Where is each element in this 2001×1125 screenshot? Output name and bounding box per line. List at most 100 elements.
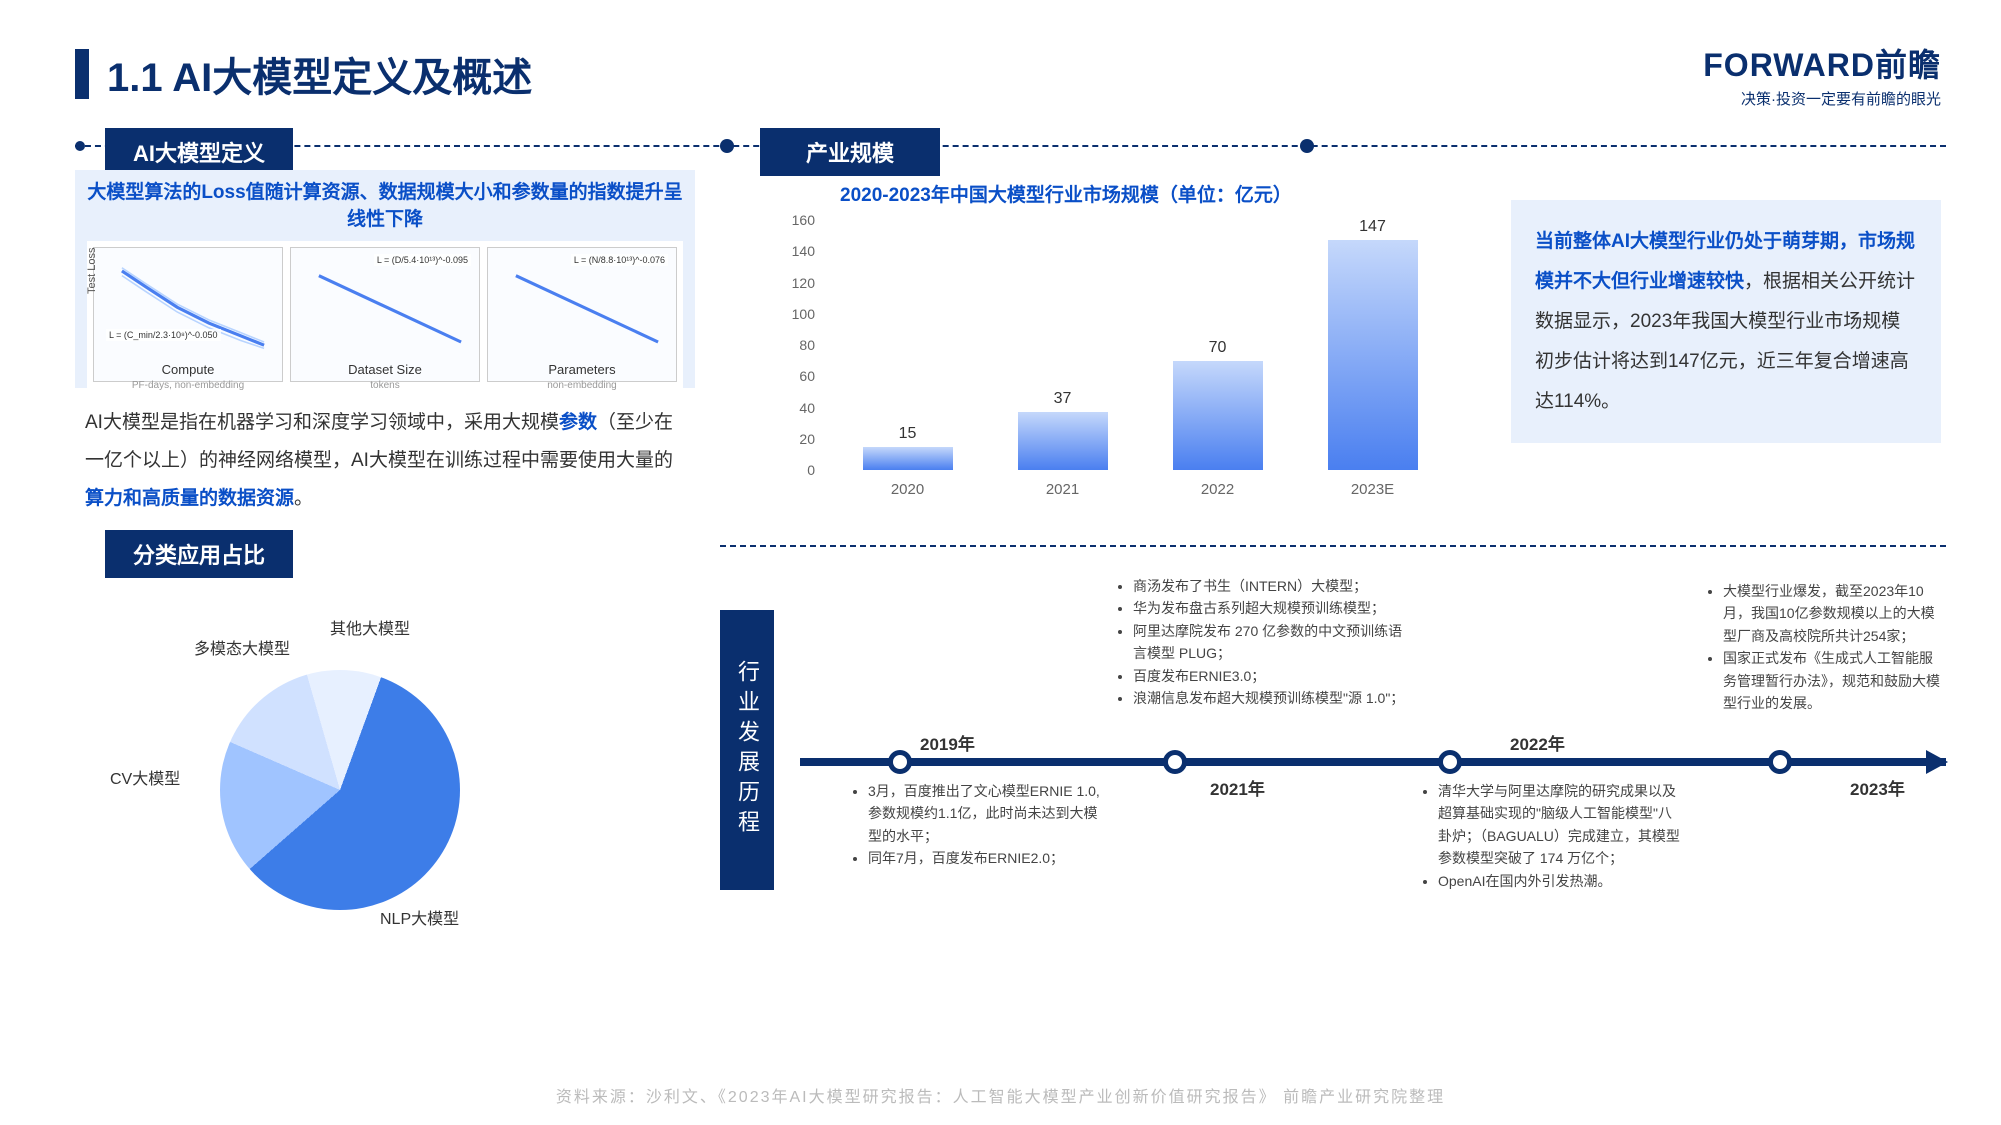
section-header-scale: 产业规模 <box>760 128 940 176</box>
section-header-category: 分类应用占比 <box>105 530 293 578</box>
loss-chart-compute: Test Loss L = (C_min/2.3·10⁸)^-0.050 Com… <box>93 247 283 382</box>
bar-value-label: 37 <box>1018 390 1108 408</box>
bar-rect <box>1328 240 1418 470</box>
bar-rect <box>863 447 953 470</box>
top-divider <box>75 145 1946 147</box>
bar-ytick: 100 <box>770 306 815 322</box>
timeline-year: 2021年 <box>1210 775 1265 800</box>
timeline-node <box>1768 750 1792 774</box>
timeline-year: 2019年 <box>920 730 975 755</box>
timeline-bullet: 阿里达摩院发布 270 亿参数的中文预训练语言模型 PLUG； <box>1133 620 1405 665</box>
bar-category-label: 2023E <box>1328 481 1418 498</box>
mid-divider <box>720 545 1946 547</box>
bar-ytick: 120 <box>770 275 815 291</box>
bar-rect <box>1173 361 1263 470</box>
bar-column: 372021 <box>1018 390 1108 470</box>
bar-rect <box>1018 412 1108 470</box>
definition-subtitle: 大模型算法的Loss值随计算资源、数据规模大小和参数量的指数提升呈线性下降 <box>87 180 683 233</box>
source-footer: 资料来源：沙利文、《2023年AI大模型研究报告：人工智能大模型产业创新价值研究… <box>0 1083 2001 1107</box>
loss-formula: L = (N/8.8·10¹³)^-0.076 <box>571 254 668 266</box>
timeline-text-2021: 商汤发布了书生（INTERN）大模型；华为发布盘古系列超大规模预训练模型；阿里达… <box>1115 575 1405 709</box>
loss-ylabel: Test Loss <box>86 248 98 294</box>
timeline-node <box>1438 750 1462 774</box>
loss-line-svg <box>508 263 666 358</box>
loss-xlabel: Dataset Size <box>291 362 479 377</box>
loss-xlabel: Parameters <box>488 362 676 377</box>
scale-summary-box: 当前整体AI大模型行业仍处于萌芽期，市场规模并不大但行业增速较快，根据相关公开统… <box>1511 200 1941 443</box>
loss-xsublabel: non-embedding <box>488 380 676 391</box>
timeline-bullet: 同年7月，百度发布ERNIE2.0； <box>868 847 1110 869</box>
timeline-node <box>888 750 912 774</box>
header-accent-bar <box>75 49 89 99</box>
logo-block: FORWARD前瞻 决策·投资一定要有前瞻的眼光 <box>1703 40 1941 109</box>
bar-category-label: 2021 <box>1018 481 1108 498</box>
bar-column: 702022 <box>1173 339 1263 470</box>
bar-ytick: 140 <box>770 243 815 259</box>
page-title: 1.1 AI大模型定义及概述 <box>107 45 532 103</box>
divider-dot <box>75 141 85 151</box>
timeline-bullet: 3月，百度推出了文心模型ERNIE 1.0,参数规模约1.1亿，此时尚未达到大模… <box>868 780 1110 847</box>
loss-xlabel: Compute <box>94 362 282 377</box>
bar-ytick: 20 <box>770 431 815 447</box>
timeline-bullet: 浪潮信息发布超大规模预训练模型"源 1.0"； <box>1133 687 1405 709</box>
divider-dot <box>720 139 734 153</box>
timeline-text-2019: 3月，百度推出了文心模型ERNIE 1.0,参数规模约1.1亿，此时尚未达到大模… <box>850 780 1110 870</box>
loss-xsublabel: tokens <box>291 380 479 391</box>
bar-ytick: 0 <box>770 462 815 478</box>
timeline-section: 行业发展历程 2019年 2021年 2022年 2023年 3月，百度推出了文… <box>720 580 1946 1000</box>
pie-label-nlp: NLP大模型 <box>380 910 480 931</box>
timeline-bullet: 清华大学与阿里达摩院的研究成果以及超算基础实现的"脑级人工智能模型"八卦炉；（B… <box>1438 780 1680 870</box>
bar-chart-title: 2020-2023年中国大模型行业市场规模（单位：亿元） <box>840 180 1292 207</box>
bar-column: 152020 <box>863 425 953 470</box>
loss-chart-parameters: L = (N/8.8·10¹³)^-0.076 Parameters non-e… <box>487 247 677 382</box>
bar-ytick: 160 <box>770 212 815 228</box>
timeline-bullet: 百度发布ERNIE3.0； <box>1133 665 1405 687</box>
divider-dot <box>1300 139 1314 153</box>
bar-ytick: 60 <box>770 368 815 384</box>
loss-line-svg <box>311 263 469 358</box>
timeline-bullet: 大模型行业爆发，截至2023年10月，我国10亿参数规模以上的大模型厂商及高校院… <box>1723 580 1945 647</box>
def-text-pre: AI大模型是指在机器学习和深度学习领域中，采用大规模 <box>85 412 559 433</box>
pie-label-other: 其他大模型 <box>330 620 410 641</box>
slide-header: 1.1 AI大模型定义及概述 <box>75 45 532 103</box>
definition-box: 大模型算法的Loss值随计算资源、数据规模大小和参数量的指数提升呈线性下降 Te… <box>75 170 695 388</box>
timeline-year: 2023年 <box>1850 775 1905 800</box>
timeline-bullet: 商汤发布了书生（INTERN）大模型； <box>1133 575 1405 597</box>
timeline-bullet: 华为发布盘古系列超大规模预训练模型； <box>1133 597 1405 619</box>
def-text-hl: 算力和高质量的数据资源 <box>85 488 294 509</box>
def-text-post: 。 <box>294 488 313 509</box>
definition-paragraph: AI大模型是指在机器学习和深度学习领域中，采用大规模参数（至少在一亿个以上）的神… <box>75 396 695 526</box>
loss-formula: L = (D/5.4·10¹³)^-0.095 <box>374 254 471 266</box>
bar-chart: 020406080100120140160 152020372021702022… <box>770 210 1450 500</box>
pie-chart-wrap: 其他大模型 多模态大模型 CV大模型 NLP大模型 <box>100 590 530 970</box>
loss-scaling-charts: Test Loss L = (C_min/2.3·10⁸)^-0.050 Com… <box>87 241 683 388</box>
logo-text: FORWARD前瞻 <box>1703 40 1941 86</box>
loss-xsublabel: PF-days, non-embedding <box>94 380 282 391</box>
logo-tagline: 决策·投资一定要有前瞻的眼光 <box>1703 88 1941 109</box>
loss-formula: L = (C_min/2.3·10⁸)^-0.050 <box>106 329 221 341</box>
bar-category-label: 2022 <box>1173 481 1263 498</box>
bar-value-label: 15 <box>863 425 953 443</box>
timeline-text-2022: 清华大学与阿里达摩院的研究成果以及超算基础实现的"脑级人工智能模型"八卦炉；（B… <box>1420 780 1680 892</box>
timeline-sidebar-label: 行业发展历程 <box>720 610 774 890</box>
pie-label-cv: CV大模型 <box>110 770 180 791</box>
bar-column: 1472023E <box>1328 218 1418 470</box>
bar-category-label: 2020 <box>863 481 953 498</box>
timeline-text-2023: 大模型行业爆发，截至2023年10月，我国10亿参数规模以上的大模型厂商及高校院… <box>1705 580 1945 714</box>
bar-ytick: 40 <box>770 400 815 416</box>
bar-value-label: 70 <box>1173 339 1263 357</box>
def-text-hl: 参数 <box>559 412 597 433</box>
pie-chart <box>220 670 460 910</box>
bar-value-label: 147 <box>1328 218 1418 236</box>
bar-ytick: 80 <box>770 337 815 353</box>
loss-line-svg <box>114 263 272 358</box>
timeline-arrow-icon <box>1926 750 1948 774</box>
timeline-node <box>1163 750 1187 774</box>
timeline-bullet: 国家正式发布《生成式人工智能服务管理暂行办法》，规范和鼓励大模型行业的发展。 <box>1723 647 1945 714</box>
loss-chart-dataset: L = (D/5.4·10¹³)^-0.095 Dataset Size tok… <box>290 247 480 382</box>
pie-label-multi: 多模态大模型 <box>180 640 290 661</box>
timeline-bullet: OpenAI在国内外引发热潮。 <box>1438 870 1680 892</box>
bar-plot-area: 152020 372021 702022 1472023E <box>830 220 1450 470</box>
section-header-definition: AI大模型定义 <box>105 128 293 176</box>
timeline-year: 2022年 <box>1510 730 1565 755</box>
